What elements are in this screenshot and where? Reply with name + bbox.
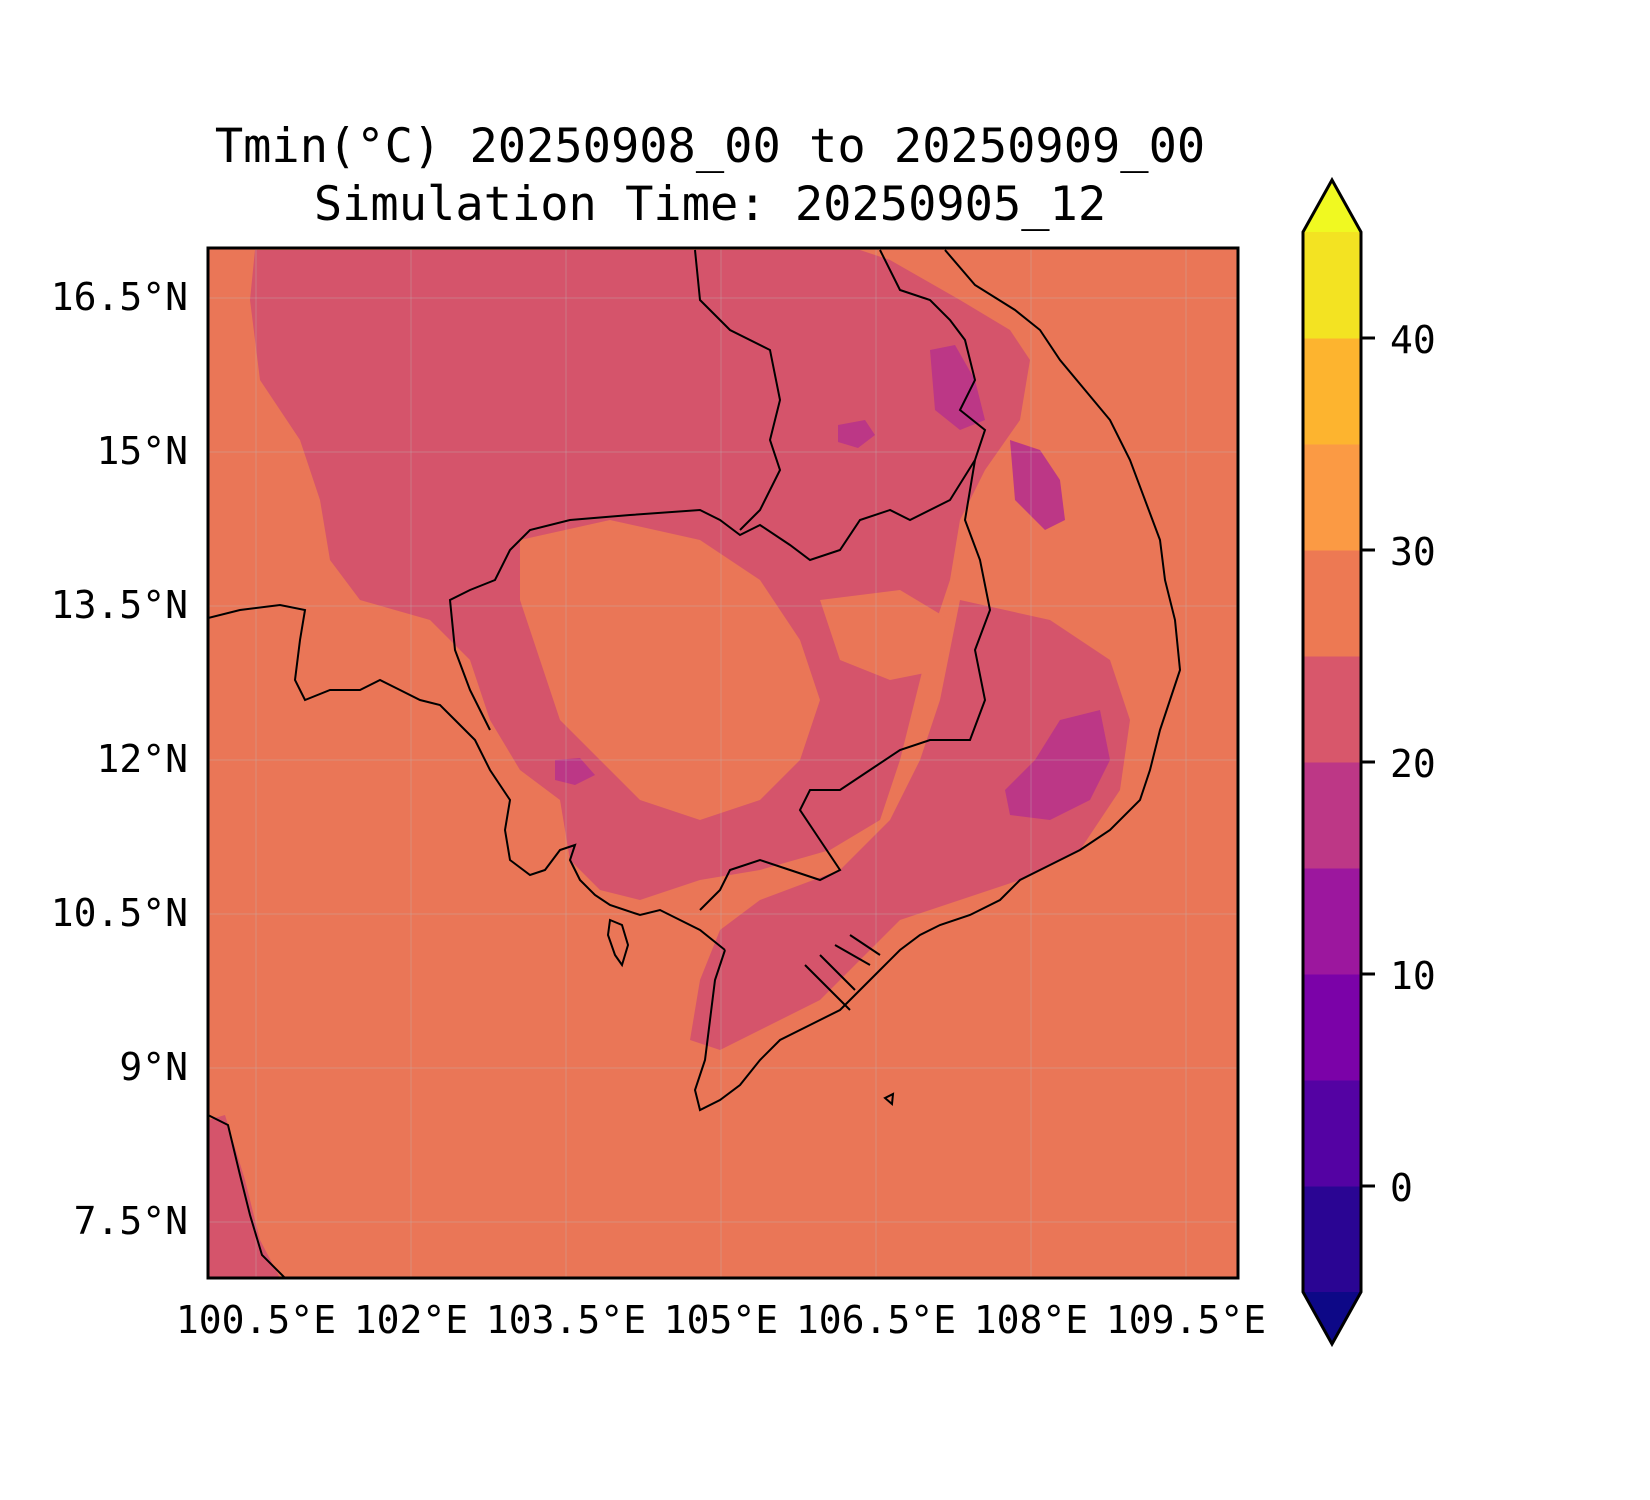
- colorbar-segment: [1303, 232, 1361, 339]
- colorbar-segment: [1303, 1186, 1361, 1293]
- colorbar-segment: [1303, 444, 1361, 551]
- lon-tick-label: 103.5°E: [485, 1298, 647, 1342]
- island-con-dao: [883, 1092, 895, 1107]
- colorbar-tick-label: 20: [1390, 742, 1436, 786]
- lon-tick-label: 100.5°E: [175, 1298, 337, 1342]
- lat-tick-label: 7.5°N: [73, 1199, 188, 1243]
- coastline-peninsula: [208, 1114, 286, 1278]
- lat-tick-label: 9°N: [119, 1045, 188, 1089]
- map-subtitle: Simulation Time: 20250905_12: [313, 177, 1107, 232]
- colorbar-segment: [1303, 550, 1361, 657]
- coastline-vietnam: [693, 249, 1182, 1112]
- colorbar-extend-max: [1303, 180, 1361, 232]
- colorbar-segment: [1303, 762, 1361, 869]
- temperature-zone-25-30-inland: [520, 520, 820, 820]
- temperature-zone-15-20-south: [1005, 710, 1110, 820]
- lon-tick-label: 106.5°E: [795, 1298, 957, 1342]
- temperature-zone-15-20-plateau: [930, 345, 985, 430]
- colorbar-segment: [1303, 868, 1361, 975]
- lat-tick-label: 12°N: [96, 737, 188, 781]
- temperature-zone-15-20-highland: [1010, 440, 1065, 530]
- temperature-zone-20-25-peninsula: [208, 1115, 280, 1278]
- lon-tick-label: 109.5°E: [1105, 1298, 1267, 1342]
- lat-tick-label: 16.5°N: [50, 275, 188, 319]
- lon-tick-label: 105°E: [663, 1298, 779, 1342]
- lat-tick-label: 13.5°N: [50, 583, 188, 627]
- border-cambodia-vietnam: [699, 459, 992, 911]
- temperature-zone-15-20-spot: [838, 420, 875, 448]
- map-frame: [206, 246, 1240, 1280]
- lon-tick-label: 108°E: [973, 1298, 1089, 1342]
- colorbar-tick-label: 40: [1390, 318, 1436, 362]
- gridlines: [208, 248, 1238, 1278]
- lat-tick-label: 15°N: [96, 429, 188, 473]
- colorbar-segment: [1303, 1080, 1361, 1187]
- colorbar-segment: [1303, 338, 1361, 445]
- colorbar-tick-label: 0: [1390, 1166, 1413, 1210]
- colorbar-tick-label: 10: [1390, 954, 1436, 998]
- border-laos-thailand: [694, 249, 782, 531]
- colorbar-segment: [1303, 656, 1361, 763]
- colorbar: [1301, 176, 1375, 1348]
- coastlines-borders: [208, 249, 1182, 1278]
- coastline-cambodia-thailand: [208, 603, 726, 951]
- temperature-zone-25-30-plain: [820, 590, 950, 680]
- colorbar-extend-min: [1303, 1292, 1361, 1344]
- map-panel: [208, 248, 1238, 1278]
- colorbar-outline: [1301, 176, 1363, 1348]
- lat-tick-label: 10.5°N: [50, 891, 188, 935]
- temperature-zone-15-20-small: [555, 758, 595, 785]
- map-title: Tmin(°C) 20250908_00 to 20250909_00: [214, 119, 1206, 174]
- border-cambodia: [448, 249, 987, 731]
- colorbar-segment: [1303, 974, 1361, 1081]
- temperature-zone-20-25-south: [690, 600, 1130, 1050]
- mekong-delta-mouths: [804, 934, 881, 1011]
- island-phu-quoc: [606, 918, 630, 968]
- lon-tick-label: 102°E: [353, 1298, 469, 1342]
- colorbar-tick-label: 30: [1390, 530, 1436, 574]
